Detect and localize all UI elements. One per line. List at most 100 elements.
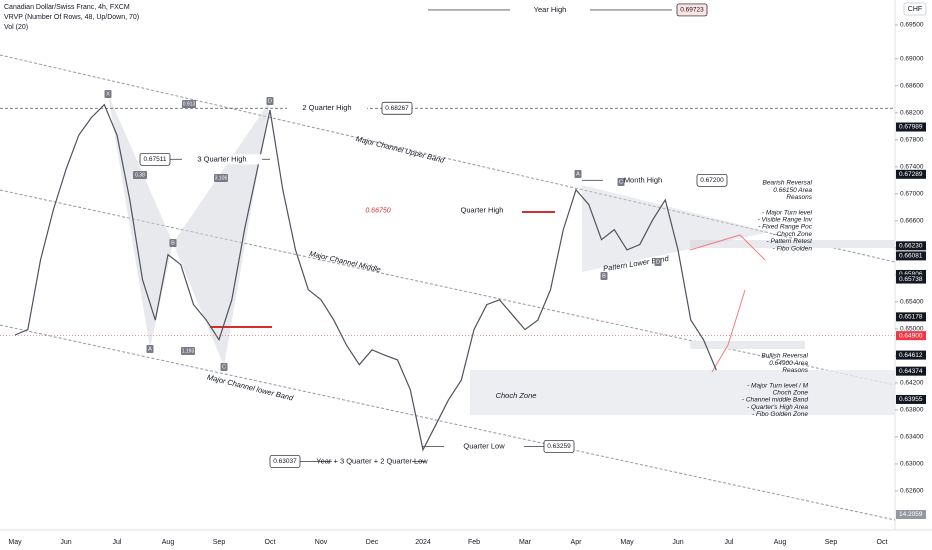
pattern-point-bg [169, 239, 177, 247]
pattern-point: C [222, 364, 226, 370]
x-tick-label: Apr [571, 539, 583, 546]
pattern-point: B [602, 273, 606, 279]
x-tick-label: Aug [774, 539, 787, 546]
level-box [381, 101, 413, 115]
x-tick-label: Sep [825, 539, 838, 546]
note-line: Choch Zone [773, 390, 809, 397]
level-value: 0.66750 [365, 208, 390, 215]
x-tick-label: Oct [265, 539, 276, 546]
ratio-bg [214, 174, 228, 182]
level-name-bg [182, 154, 262, 165]
x-tick-label: Aug [162, 539, 175, 546]
pattern-point-bg [220, 363, 228, 371]
indicator: VRVP (Number Of Rows, 48, Up/Down, 70) [4, 14, 139, 21]
x-tick-label: Mar [519, 539, 532, 546]
ratio: 3.106 [215, 175, 228, 181]
note-line: - Major Turn level / M [747, 382, 809, 389]
pattern-point-bg [574, 170, 582, 178]
y-tick-label: 0.64200 [900, 380, 924, 387]
y-tick-label: 0.63400 [900, 434, 924, 441]
level-value: 0.69723 [680, 7, 704, 14]
note-line: - Channel middle Band [742, 397, 809, 404]
level-name: Quarter High [461, 206, 504, 215]
note-line: 0.66150 Area [773, 187, 812, 194]
price-tag-label: 0.64900 [899, 332, 923, 339]
currency-box [903, 2, 927, 16]
pattern-point: B [171, 240, 175, 246]
note-line: 0.64900 Area [769, 360, 808, 367]
level-value: 0.67200 [700, 177, 724, 184]
price-tag-label: 0.65178 [899, 314, 923, 321]
pattern-point: X [106, 91, 110, 97]
x-tick-label: May [8, 539, 22, 546]
price-line [14, 103, 717, 452]
y-tick-label: 0.63800 [900, 407, 924, 414]
price-tag [896, 331, 926, 341]
note-line: Bearish Reversal [763, 180, 813, 187]
x-tick-label: Jul [113, 539, 122, 546]
level-value: 0.67511 [143, 156, 166, 163]
bearish-zone [690, 240, 895, 248]
indicator: Vol (20) [4, 24, 28, 31]
channel-upper [0, 54, 896, 263]
x-tick-label: Sep [213, 539, 226, 546]
level-name: Quarter Low [463, 441, 505, 450]
level-name-bg [287, 103, 367, 114]
bear-path [689, 234, 766, 261]
price-tag [896, 241, 926, 251]
pattern-point-bg [146, 345, 154, 353]
note-line: - Visible Range Inv [758, 217, 813, 224]
price-tag-label: 0.66230 [899, 243, 923, 250]
note-line: - Fibo Golden [773, 245, 813, 252]
price-tag [896, 122, 926, 132]
ratio: 0.38 [135, 172, 145, 178]
header: Canadian Dollar/Swiss Franc, 4h, FXCM VR… [4, 2, 927, 31]
x-tick-label: Feb [468, 539, 480, 546]
level-value: 0.63037 [273, 458, 297, 465]
level-box [269, 455, 301, 468]
y-tick-label: 0.69500 [900, 22, 924, 29]
y-tick-label: 0.67000 [900, 191, 924, 198]
pattern-point: A [148, 346, 152, 352]
ratio: 1.193 [182, 348, 195, 354]
price-tag [896, 312, 926, 322]
level-value: 0.68267 [385, 105, 409, 112]
ratio-bg [182, 100, 196, 108]
y-tick-label: 0.63000 [900, 461, 924, 468]
price-tag-label: 0.65738 [899, 276, 923, 283]
pattern-point-bg [617, 178, 625, 186]
price-tag [896, 169, 926, 179]
x-tick-label: 2024 [415, 539, 431, 546]
note-line: - Fibo Golden Zone [752, 411, 808, 418]
pattern-point: A [576, 171, 580, 177]
level-box [676, 3, 708, 17]
bull-path [711, 289, 746, 373]
note-line: - Quarter's High Area [747, 404, 808, 411]
pattern-point-bg [266, 97, 274, 105]
price-tag-label: 0.64612 [899, 352, 923, 359]
price-tag [896, 251, 926, 261]
x-tick-label: Jul [725, 539, 734, 546]
currency: CHF [908, 6, 922, 13]
note-line: Reasons [782, 367, 808, 374]
ratio-bg [181, 347, 195, 355]
pattern-bcd [173, 101, 270, 366]
pattern-point: D [656, 259, 660, 265]
x-tick-label: Nov [315, 539, 328, 546]
note-line: - Pattern Retest [766, 238, 813, 245]
x-tick-label: Dec [366, 539, 379, 546]
level-name: Month High [624, 175, 662, 184]
level-box [696, 173, 728, 187]
level-box [139, 152, 171, 166]
price-tag [896, 274, 926, 284]
price-tag-label: 0.67289 [899, 171, 923, 178]
level-name-bg [444, 441, 524, 452]
y-tick-label: 0.67800 [900, 137, 924, 144]
oscillator-value: 14.2059 [899, 511, 923, 518]
bullish-zone [690, 341, 805, 349]
y-tick-label: 0.68600 [900, 82, 924, 89]
y-tick-label: 0.62600 [900, 488, 924, 495]
price-tag-label: 0.67989 [899, 124, 923, 131]
note-line: Bullish Reversal [761, 353, 808, 360]
price-tag-label: 0.64374 [899, 368, 923, 375]
